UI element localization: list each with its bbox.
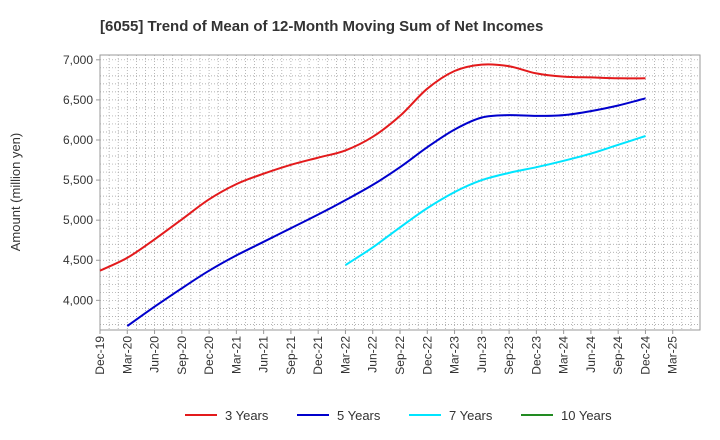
x-tick-label: Jun-21 — [257, 336, 271, 373]
legend-label: 5 Years — [337, 408, 381, 423]
x-tick-label: Mar-20 — [120, 336, 134, 374]
chart-title: [6055] Trend of Mean of 12-Month Moving … — [100, 18, 543, 35]
y-tick-label: 4,500 — [63, 253, 93, 267]
x-tick-label: Dec-19 — [93, 336, 107, 375]
legend: 3 Years 5 Years 7 Years 10 Years — [185, 408, 612, 423]
y-axis-label: Amount (million yen) — [8, 133, 23, 252]
x-tick-label: Dec-23 — [529, 336, 543, 375]
grid — [100, 55, 700, 330]
x-tick-label: Mar-23 — [448, 336, 462, 374]
x-tick-label: Jun-22 — [366, 336, 380, 373]
y-axis: 4,000 4,500 5,000 5,500 6,000 6,500 7,000 — [63, 53, 100, 307]
x-tick-label: Sep-21 — [284, 336, 298, 375]
legend-label: 3 Years — [225, 408, 269, 423]
series-line-1 — [126, 97, 646, 327]
x-tick-label: Dec-22 — [420, 336, 434, 375]
plot-area — [99, 54, 701, 331]
x-tick-label: Dec-21 — [311, 336, 325, 375]
y-tick-label: 7,000 — [63, 53, 93, 67]
legend-label: 7 Years — [449, 408, 493, 423]
x-axis: Dec-19 Mar-20 Jun-20 Sep-20 Dec-20 Mar-21 Jun-… — [93, 330, 680, 375]
y-tick-label: 6,000 — [63, 133, 93, 147]
x-tick-label: Sep-22 — [393, 336, 407, 375]
series-line-2 — [344, 135, 646, 266]
series-lines — [99, 63, 646, 327]
legend-label: 10 Years — [561, 408, 612, 423]
x-tick-label: Mar-22 — [338, 336, 352, 374]
x-tick-label: Jun-20 — [148, 336, 162, 373]
x-tick-label: Dec-24 — [638, 336, 652, 375]
x-tick-label: Sep-24 — [611, 336, 625, 375]
x-tick-label: Jun-23 — [475, 336, 489, 373]
x-tick-label: Mar-25 — [666, 336, 680, 374]
x-tick-label: Dec-20 — [202, 336, 216, 375]
x-tick-label: Mar-24 — [557, 336, 571, 374]
series-line-0 — [99, 63, 646, 272]
x-tick-label: Sep-23 — [502, 336, 516, 375]
y-tick-label: 5,500 — [63, 173, 93, 187]
x-tick-label: Mar-21 — [229, 336, 243, 374]
y-tick-label: 4,000 — [63, 293, 93, 307]
y-tick-label: 5,000 — [63, 213, 93, 227]
y-tick-label: 6,500 — [63, 93, 93, 107]
x-tick-label: Sep-20 — [175, 336, 189, 375]
x-tick-label: Jun-24 — [584, 336, 598, 373]
